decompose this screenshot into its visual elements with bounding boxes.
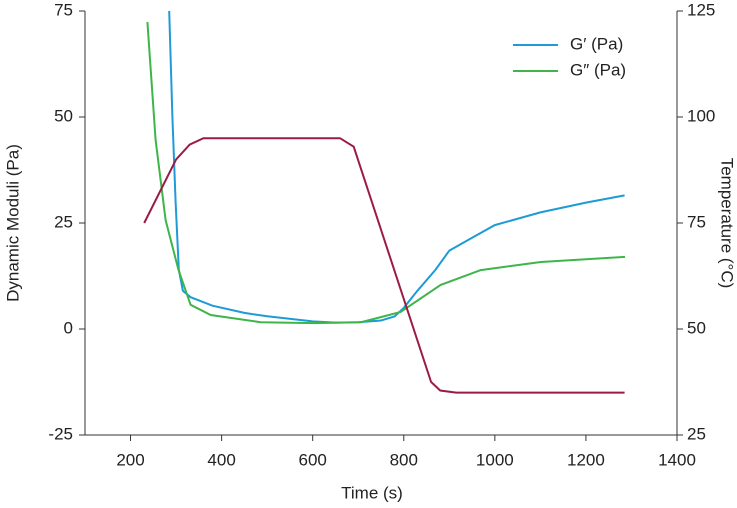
x-tick-label: 800 — [390, 450, 418, 469]
x-tick-label: 200 — [116, 450, 144, 469]
y-tick-label: 75 — [54, 0, 73, 19]
y2-tick-label: 25 — [687, 424, 706, 443]
y2-tick-label: 100 — [687, 106, 715, 125]
y-axis-label: Dynamic Moduli (Pa) — [3, 144, 22, 302]
x-tick-label: 1200 — [567, 450, 605, 469]
x-axis-label: Time (s) — [341, 483, 403, 502]
x-tick-label: 600 — [299, 450, 327, 469]
y2-tick-label: 75 — [687, 212, 706, 231]
y2-tick-label: 50 — [687, 318, 706, 337]
y-tick-label: 25 — [54, 212, 73, 231]
series-line — [146, 21, 626, 325]
plot-area — [143, 11, 626, 394]
y2-tick-label: 125 — [687, 0, 715, 19]
y-tick-label: 50 — [54, 106, 73, 125]
x-tick-label: 1400 — [658, 450, 696, 469]
y2-axis-label: Temperature (°C) — [718, 158, 737, 289]
series-line — [143, 137, 625, 394]
x-tick-label: 400 — [207, 450, 235, 469]
x-tick-label: 1000 — [476, 450, 514, 469]
legend-label: G″ (Pa) — [570, 60, 626, 79]
legend-label: G′ (Pa) — [570, 34, 623, 53]
y-tick-label: 0 — [64, 318, 73, 337]
y-tick-label: -25 — [48, 424, 73, 443]
